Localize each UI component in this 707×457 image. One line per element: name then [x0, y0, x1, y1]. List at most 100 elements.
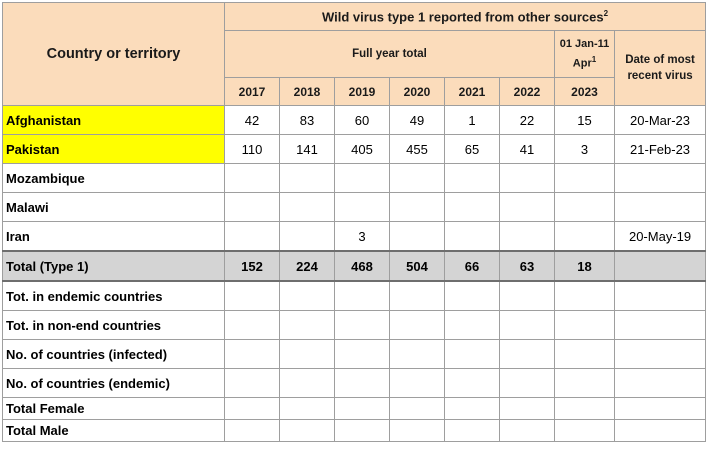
empty-cell: [334, 280, 390, 311]
year-header: 2023: [554, 77, 615, 106]
summary-label: Total Female: [2, 397, 225, 420]
summary-row: Tot. in non-end countries: [2, 310, 707, 340]
date-cell: 20-May-19: [613, 221, 707, 252]
empty-cell: [224, 310, 280, 340]
empty-cell: [613, 280, 707, 311]
date-cell: [613, 163, 707, 193]
empty-cell: [279, 368, 335, 398]
value-cell: [334, 163, 390, 193]
empty-cell: [554, 368, 615, 398]
value-cell: 141: [279, 134, 335, 164]
empty-cell: [279, 397, 335, 420]
year-header: 2018: [279, 77, 335, 106]
value-cell: [499, 163, 555, 193]
value-cell: [334, 192, 390, 222]
year-header: 2017: [224, 77, 280, 106]
value-cell: 455: [389, 134, 445, 164]
value-cell: [224, 192, 280, 222]
country-name: Mozambique: [2, 163, 225, 193]
summary-row: Total Female: [2, 397, 707, 420]
year-header: 2019: [334, 77, 390, 106]
value-cell: 22: [499, 105, 555, 135]
total-value-cell: 152: [224, 250, 280, 282]
value-cell: [224, 221, 280, 252]
empty-cell: [444, 310, 500, 340]
value-cell: 405: [334, 134, 390, 164]
empty-cell: [334, 368, 390, 398]
polio-data-table: Country or territory Wild virus type 1 r…: [2, 2, 707, 442]
empty-cell: [389, 419, 445, 442]
empty-cell: [554, 419, 615, 442]
value-cell: [279, 221, 335, 252]
value-cell: [279, 163, 335, 193]
empty-cell: [499, 397, 555, 420]
empty-cell: [389, 397, 445, 420]
empty-cell: [224, 419, 280, 442]
value-cell: 83: [279, 105, 335, 135]
value-cell: [444, 163, 500, 193]
empty-cell: [224, 280, 280, 311]
value-cell: 3: [334, 221, 390, 252]
date-cell: [613, 192, 707, 222]
empty-cell: [279, 310, 335, 340]
table-row: Iran 3 20-May-19: [2, 221, 707, 252]
empty-cell: [499, 368, 555, 398]
date-cell: 20-Mar-23: [613, 105, 707, 135]
date-cell: 21-Feb-23: [613, 134, 707, 164]
value-cell: 65: [444, 134, 500, 164]
value-cell: [444, 192, 500, 222]
table-row: Pakistan 110 141 405 455 65 41 3 21-Feb-23: [2, 134, 707, 164]
empty-cell: [224, 368, 280, 398]
empty-cell: [389, 280, 445, 311]
table-title-text: Wild virus type 1 reported from other so…: [322, 9, 604, 25]
empty-cell: [554, 397, 615, 420]
value-cell: [389, 163, 445, 193]
country-name: Afghanistan: [2, 105, 225, 135]
total-value-cell: 66: [444, 250, 500, 282]
year-header: 2021: [444, 77, 500, 106]
value-cell: 60: [334, 105, 390, 135]
total-value-cell: 224: [279, 250, 335, 282]
value-cell: 41: [499, 134, 555, 164]
table-title-footnote: 2: [603, 8, 609, 18]
table-row: Afghanistan 42 83 60 49 1 22 15 20-Mar-23: [2, 105, 707, 135]
empty-cell: [444, 397, 500, 420]
empty-cell: [279, 280, 335, 311]
summary-label: Tot. in endemic countries: [2, 280, 225, 311]
summary-label: No. of countries (endemic): [2, 368, 225, 398]
full-year-total-header: Full year total: [224, 30, 555, 78]
summary-row: Tot. in endemic countries: [2, 280, 707, 311]
empty-cell: [499, 339, 555, 369]
empty-cell: [389, 310, 445, 340]
period-header: 01 Jan-11 Apr1: [554, 30, 615, 78]
summary-row: No. of countries (infected): [2, 339, 707, 369]
empty-cell: [554, 310, 615, 340]
date-of-most-recent-virus-header: Date of most recent virus: [613, 30, 707, 106]
empty-cell: [499, 310, 555, 340]
empty-cell: [444, 419, 500, 442]
summary-label: Tot. in non-end countries: [2, 310, 225, 340]
summary-row: Total Male: [2, 419, 707, 442]
summary-label: Total Male: [2, 419, 225, 442]
empty-cell: [389, 368, 445, 398]
value-cell: [279, 192, 335, 222]
empty-cell: [389, 339, 445, 369]
empty-cell: [613, 310, 707, 340]
table-row: Malawi: [2, 192, 707, 222]
empty-cell: [554, 280, 615, 311]
year-header: 2022: [499, 77, 555, 106]
country-name: Pakistan: [2, 134, 225, 164]
summary-row: No. of countries (endemic): [2, 368, 707, 398]
empty-cell: [613, 339, 707, 369]
value-cell: [499, 221, 555, 252]
value-cell: 49: [389, 105, 445, 135]
empty-cell: [224, 339, 280, 369]
total-value-cell: 18: [554, 250, 615, 282]
value-cell: 15: [554, 105, 615, 135]
country-name: Iran: [2, 221, 225, 252]
empty-cell: [613, 419, 707, 442]
value-cell: 3: [554, 134, 615, 164]
value-cell: [389, 221, 445, 252]
summary-label: No. of countries (infected): [2, 339, 225, 369]
empty-cell: [499, 419, 555, 442]
